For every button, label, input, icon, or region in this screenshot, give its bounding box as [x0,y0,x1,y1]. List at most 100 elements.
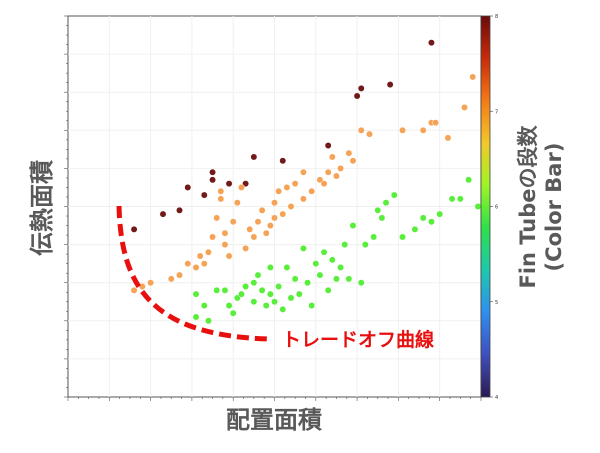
data-point [258,286,266,294]
data-point [349,222,357,230]
data-point [283,264,291,271]
colorbar-title-line2: (Color Bar) [542,143,566,272]
data-point [225,252,233,260]
data-point [254,218,262,226]
data-point [209,176,217,184]
data-point [184,260,192,268]
data-point [353,92,361,100]
data-point [427,218,435,226]
data-point [271,298,278,306]
data-point [192,290,200,298]
data-point [328,153,336,161]
data-point [147,279,155,287]
data-point [176,206,183,214]
data-point [432,119,440,127]
data-point [250,153,258,161]
colorbar-title: Fin Tubeの段数(Color Bar) [516,124,566,288]
tradeoff-curve-label: トレードオフ曲線 [282,328,434,351]
data-point [386,81,394,89]
data-point [370,233,378,241]
data-point [229,309,237,317]
y-axis-title: 伝熱面積 [28,160,56,256]
data-point [266,264,274,271]
data-point [225,302,233,310]
data-point [250,279,258,287]
data-point [242,283,250,290]
data-point [299,168,307,176]
data-points [130,39,482,325]
data-point [159,210,167,218]
data-point [316,271,324,279]
data-point [411,225,419,233]
data-point [299,244,307,252]
data-point [333,275,340,283]
data-point [291,275,299,283]
data-point [138,283,146,290]
data-point [308,302,316,310]
data-point [287,203,295,210]
data-point [324,142,332,149]
data-point [242,244,250,252]
data-point [374,206,382,214]
data-point [238,290,245,298]
data-point [345,275,353,283]
data-point [192,264,200,271]
colorbar-tick-label: 4 [495,395,498,401]
data-point [291,180,299,188]
data-point [225,180,233,188]
data-point [390,191,398,199]
data-point [196,252,204,260]
data-point [176,271,183,279]
data-point [209,168,217,176]
data-point [271,199,278,207]
data-point [209,233,217,241]
data-point [299,195,307,203]
data-point [200,191,208,199]
data-point [366,130,373,138]
data-point [250,233,258,241]
data-point [324,286,332,294]
data-point [233,199,241,207]
data-point [217,195,225,203]
colorbar-tick-label: 8 [495,14,498,20]
data-point [279,157,287,165]
data-point [444,134,452,142]
x-axis-title: 配置面積 [226,406,322,434]
data-point [349,157,357,165]
data-point [312,260,320,268]
data-point [361,241,369,249]
data-point [357,126,365,134]
data-point [192,313,200,321]
data-point [419,126,427,134]
data-point [308,187,316,195]
data-point [238,184,245,191]
data-point [213,286,221,294]
data-point [229,218,237,226]
data-point [275,283,283,290]
data-point [427,39,435,47]
data-point [448,195,456,203]
data-point [221,229,229,237]
data-point [275,187,283,195]
data-point [378,214,386,222]
data-point [295,290,303,298]
data-point [461,103,468,111]
data-point [266,222,274,230]
data-point [283,184,291,191]
data-point [130,225,138,233]
data-point [419,214,427,222]
data-point [304,279,311,287]
data-point [474,203,482,210]
data-point [345,149,353,157]
data-point [337,264,345,271]
colorbar-title-line1: Fin Tubeの段数 [516,124,540,288]
data-point [357,84,365,92]
colorbar [480,15,491,398]
data-point [217,187,225,195]
data-point [250,298,258,306]
tradeoff-curve [116,205,271,342]
data-point [221,286,229,294]
data-point [258,206,266,214]
data-point [399,126,406,134]
